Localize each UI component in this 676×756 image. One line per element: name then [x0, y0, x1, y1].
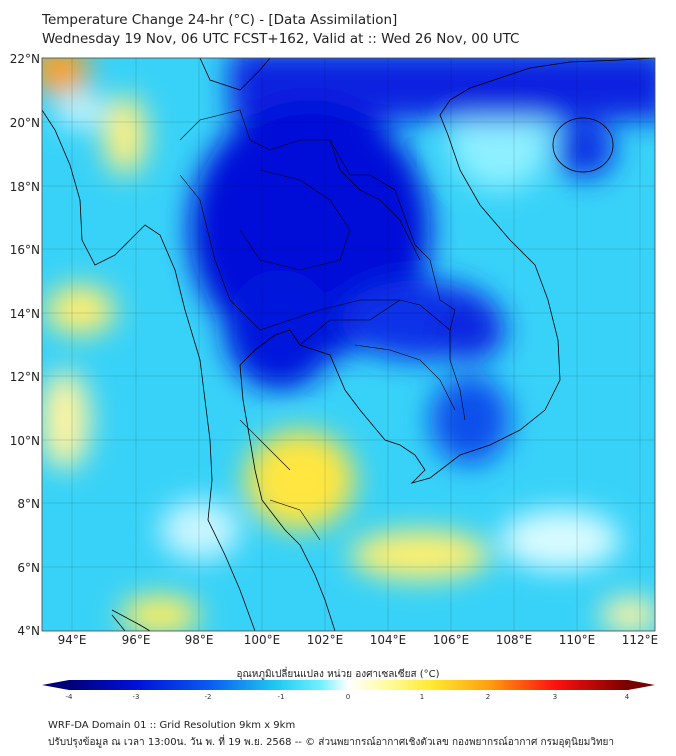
- coastlines: [42, 58, 655, 631]
- footer-credits: ปรับปรุงข้อมูล ณ เวลา 13:00น. วัน พ. ที่…: [48, 737, 615, 748]
- lat-label: 8°N: [17, 497, 40, 511]
- lat-axis-labels: 22°N 20°N 18°N 16°N 14°N 12°N 10°N 8°N 6…: [10, 52, 40, 638]
- lat-label: 18°N: [10, 180, 40, 194]
- lon-label: 96°E: [122, 633, 151, 647]
- lat-label: 6°N: [17, 561, 40, 575]
- borders: [179, 109, 466, 541]
- colorbar-tick: 0: [346, 693, 350, 701]
- colorbar-tick: 4: [625, 693, 630, 701]
- colorbar-tick: -1: [278, 693, 285, 701]
- colorbar-tick: -3: [133, 693, 140, 701]
- lat-label: 4°N: [17, 624, 40, 638]
- lat-label: 16°N: [10, 243, 40, 257]
- colorbar: -4 -3 -2 -1 0 1 2 3 4: [42, 680, 655, 701]
- colorbar-tick: 2: [486, 693, 490, 701]
- colorbar-tick: 3: [553, 693, 557, 701]
- lon-label: 110°E: [559, 633, 596, 647]
- chart-subtitle: Wednesday 19 Nov, 06 UTC FCST+162, Valid…: [42, 31, 520, 47]
- lon-label: 98°E: [185, 633, 214, 647]
- temperature-field: [42, 58, 655, 631]
- lon-label: 100°E: [244, 633, 281, 647]
- colorbar-max-arrow: [628, 680, 655, 690]
- chart-title: Temperature Change 24-hr (°C) - [Data As…: [42, 12, 398, 28]
- footer-model-info: WRF-DA Domain 01 :: Grid Resolution 9km …: [48, 720, 296, 731]
- lon-label: 104°E: [370, 633, 407, 647]
- lon-axis-labels: 94°E 96°E 98°E 100°E 102°E 104°E 106°E 1…: [58, 633, 659, 647]
- colorbar-tick: 1: [420, 693, 424, 701]
- lon-label: 106°E: [433, 633, 470, 647]
- lon-label: 108°E: [496, 633, 533, 647]
- lon-label: 102°E: [307, 633, 344, 647]
- lon-label: 112°E: [622, 633, 659, 647]
- colorbar-tick: -4: [66, 693, 74, 701]
- colorbar-min-arrow: [42, 680, 69, 690]
- lat-label: 20°N: [10, 116, 40, 130]
- lat-label: 22°N: [10, 52, 40, 66]
- lat-label: 12°N: [10, 370, 40, 384]
- colorbar-label: อุณหภูมิเปลี่ยนแปลง หน่วย องศาเซลเซียส (…: [236, 669, 440, 680]
- lat-label: 10°N: [10, 434, 40, 448]
- colorbar-gradient: [69, 680, 628, 690]
- colorbar-tick: -2: [205, 693, 212, 701]
- lon-label: 94°E: [58, 633, 87, 647]
- lat-label: 14°N: [10, 307, 40, 321]
